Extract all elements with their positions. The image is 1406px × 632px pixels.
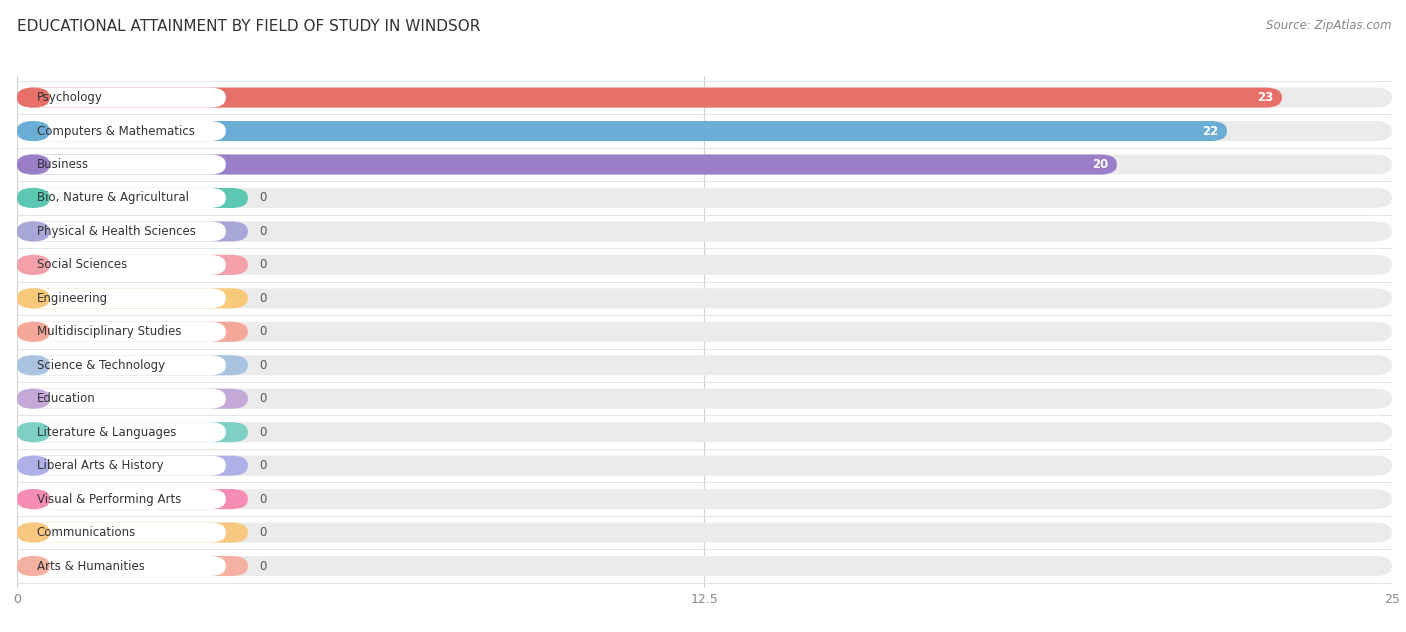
FancyBboxPatch shape bbox=[17, 255, 49, 275]
Text: Communications: Communications bbox=[37, 526, 136, 539]
FancyBboxPatch shape bbox=[17, 556, 1392, 576]
FancyBboxPatch shape bbox=[17, 322, 226, 342]
FancyBboxPatch shape bbox=[17, 221, 1392, 241]
Text: Social Sciences: Social Sciences bbox=[37, 258, 127, 271]
FancyBboxPatch shape bbox=[17, 88, 226, 107]
Text: 0: 0 bbox=[259, 459, 266, 472]
Text: 0: 0 bbox=[259, 258, 266, 271]
Text: 20: 20 bbox=[1092, 158, 1109, 171]
Text: Source: ZipAtlas.com: Source: ZipAtlas.com bbox=[1267, 19, 1392, 32]
FancyBboxPatch shape bbox=[17, 389, 226, 409]
FancyBboxPatch shape bbox=[17, 288, 1392, 308]
FancyBboxPatch shape bbox=[17, 389, 247, 409]
FancyBboxPatch shape bbox=[17, 255, 1392, 275]
Text: 0: 0 bbox=[259, 559, 266, 573]
FancyBboxPatch shape bbox=[17, 355, 247, 375]
Text: 0: 0 bbox=[259, 325, 266, 338]
Text: Literature & Languages: Literature & Languages bbox=[37, 426, 176, 439]
FancyBboxPatch shape bbox=[17, 489, 1392, 509]
FancyBboxPatch shape bbox=[17, 221, 49, 241]
FancyBboxPatch shape bbox=[17, 255, 247, 275]
FancyBboxPatch shape bbox=[17, 322, 1392, 342]
Text: 0: 0 bbox=[259, 359, 266, 372]
Text: Liberal Arts & History: Liberal Arts & History bbox=[37, 459, 163, 472]
Text: Psychology: Psychology bbox=[37, 91, 103, 104]
FancyBboxPatch shape bbox=[17, 456, 1392, 476]
Text: 22: 22 bbox=[1202, 125, 1219, 138]
FancyBboxPatch shape bbox=[17, 88, 49, 107]
FancyBboxPatch shape bbox=[17, 556, 247, 576]
FancyBboxPatch shape bbox=[17, 288, 49, 308]
FancyBboxPatch shape bbox=[17, 355, 226, 375]
FancyBboxPatch shape bbox=[17, 288, 247, 308]
FancyBboxPatch shape bbox=[17, 523, 49, 543]
FancyBboxPatch shape bbox=[17, 489, 226, 509]
FancyBboxPatch shape bbox=[17, 154, 1116, 174]
FancyBboxPatch shape bbox=[17, 88, 1392, 107]
FancyBboxPatch shape bbox=[17, 523, 247, 543]
Text: 23: 23 bbox=[1257, 91, 1274, 104]
FancyBboxPatch shape bbox=[17, 121, 1392, 141]
FancyBboxPatch shape bbox=[17, 422, 247, 442]
FancyBboxPatch shape bbox=[17, 523, 226, 543]
Text: Multidisciplinary Studies: Multidisciplinary Studies bbox=[37, 325, 181, 338]
FancyBboxPatch shape bbox=[17, 121, 49, 141]
FancyBboxPatch shape bbox=[17, 188, 49, 208]
FancyBboxPatch shape bbox=[17, 188, 226, 208]
Text: 0: 0 bbox=[259, 426, 266, 439]
FancyBboxPatch shape bbox=[17, 221, 226, 241]
FancyBboxPatch shape bbox=[17, 322, 49, 342]
FancyBboxPatch shape bbox=[17, 288, 226, 308]
FancyBboxPatch shape bbox=[17, 88, 1282, 107]
Text: Physical & Health Sciences: Physical & Health Sciences bbox=[37, 225, 195, 238]
Text: 0: 0 bbox=[259, 492, 266, 506]
FancyBboxPatch shape bbox=[17, 489, 247, 509]
FancyBboxPatch shape bbox=[17, 154, 1392, 174]
FancyBboxPatch shape bbox=[17, 456, 247, 476]
FancyBboxPatch shape bbox=[17, 389, 1392, 409]
FancyBboxPatch shape bbox=[17, 456, 49, 476]
Text: 0: 0 bbox=[259, 392, 266, 405]
Text: Bio, Nature & Agricultural: Bio, Nature & Agricultural bbox=[37, 191, 188, 205]
Text: Engineering: Engineering bbox=[37, 292, 108, 305]
Text: 0: 0 bbox=[259, 191, 266, 205]
FancyBboxPatch shape bbox=[17, 221, 247, 241]
FancyBboxPatch shape bbox=[17, 422, 1392, 442]
FancyBboxPatch shape bbox=[17, 121, 226, 141]
FancyBboxPatch shape bbox=[17, 456, 226, 476]
FancyBboxPatch shape bbox=[17, 355, 1392, 375]
FancyBboxPatch shape bbox=[17, 154, 49, 174]
FancyBboxPatch shape bbox=[17, 255, 226, 275]
FancyBboxPatch shape bbox=[17, 355, 49, 375]
Text: EDUCATIONAL ATTAINMENT BY FIELD OF STUDY IN WINDSOR: EDUCATIONAL ATTAINMENT BY FIELD OF STUDY… bbox=[17, 19, 481, 34]
Text: 0: 0 bbox=[259, 225, 266, 238]
FancyBboxPatch shape bbox=[17, 556, 226, 576]
Text: 0: 0 bbox=[259, 526, 266, 539]
FancyBboxPatch shape bbox=[17, 489, 49, 509]
Text: Education: Education bbox=[37, 392, 96, 405]
FancyBboxPatch shape bbox=[17, 523, 1392, 543]
FancyBboxPatch shape bbox=[17, 188, 247, 208]
Text: Computers & Mathematics: Computers & Mathematics bbox=[37, 125, 194, 138]
FancyBboxPatch shape bbox=[17, 121, 1227, 141]
Text: Visual & Performing Arts: Visual & Performing Arts bbox=[37, 492, 181, 506]
Text: Business: Business bbox=[37, 158, 89, 171]
FancyBboxPatch shape bbox=[17, 556, 49, 576]
Text: Arts & Humanities: Arts & Humanities bbox=[37, 559, 145, 573]
FancyBboxPatch shape bbox=[17, 154, 226, 174]
Text: Science & Technology: Science & Technology bbox=[37, 359, 165, 372]
FancyBboxPatch shape bbox=[17, 322, 247, 342]
FancyBboxPatch shape bbox=[17, 422, 226, 442]
FancyBboxPatch shape bbox=[17, 422, 49, 442]
FancyBboxPatch shape bbox=[17, 188, 1392, 208]
FancyBboxPatch shape bbox=[17, 389, 49, 409]
Text: 0: 0 bbox=[259, 292, 266, 305]
